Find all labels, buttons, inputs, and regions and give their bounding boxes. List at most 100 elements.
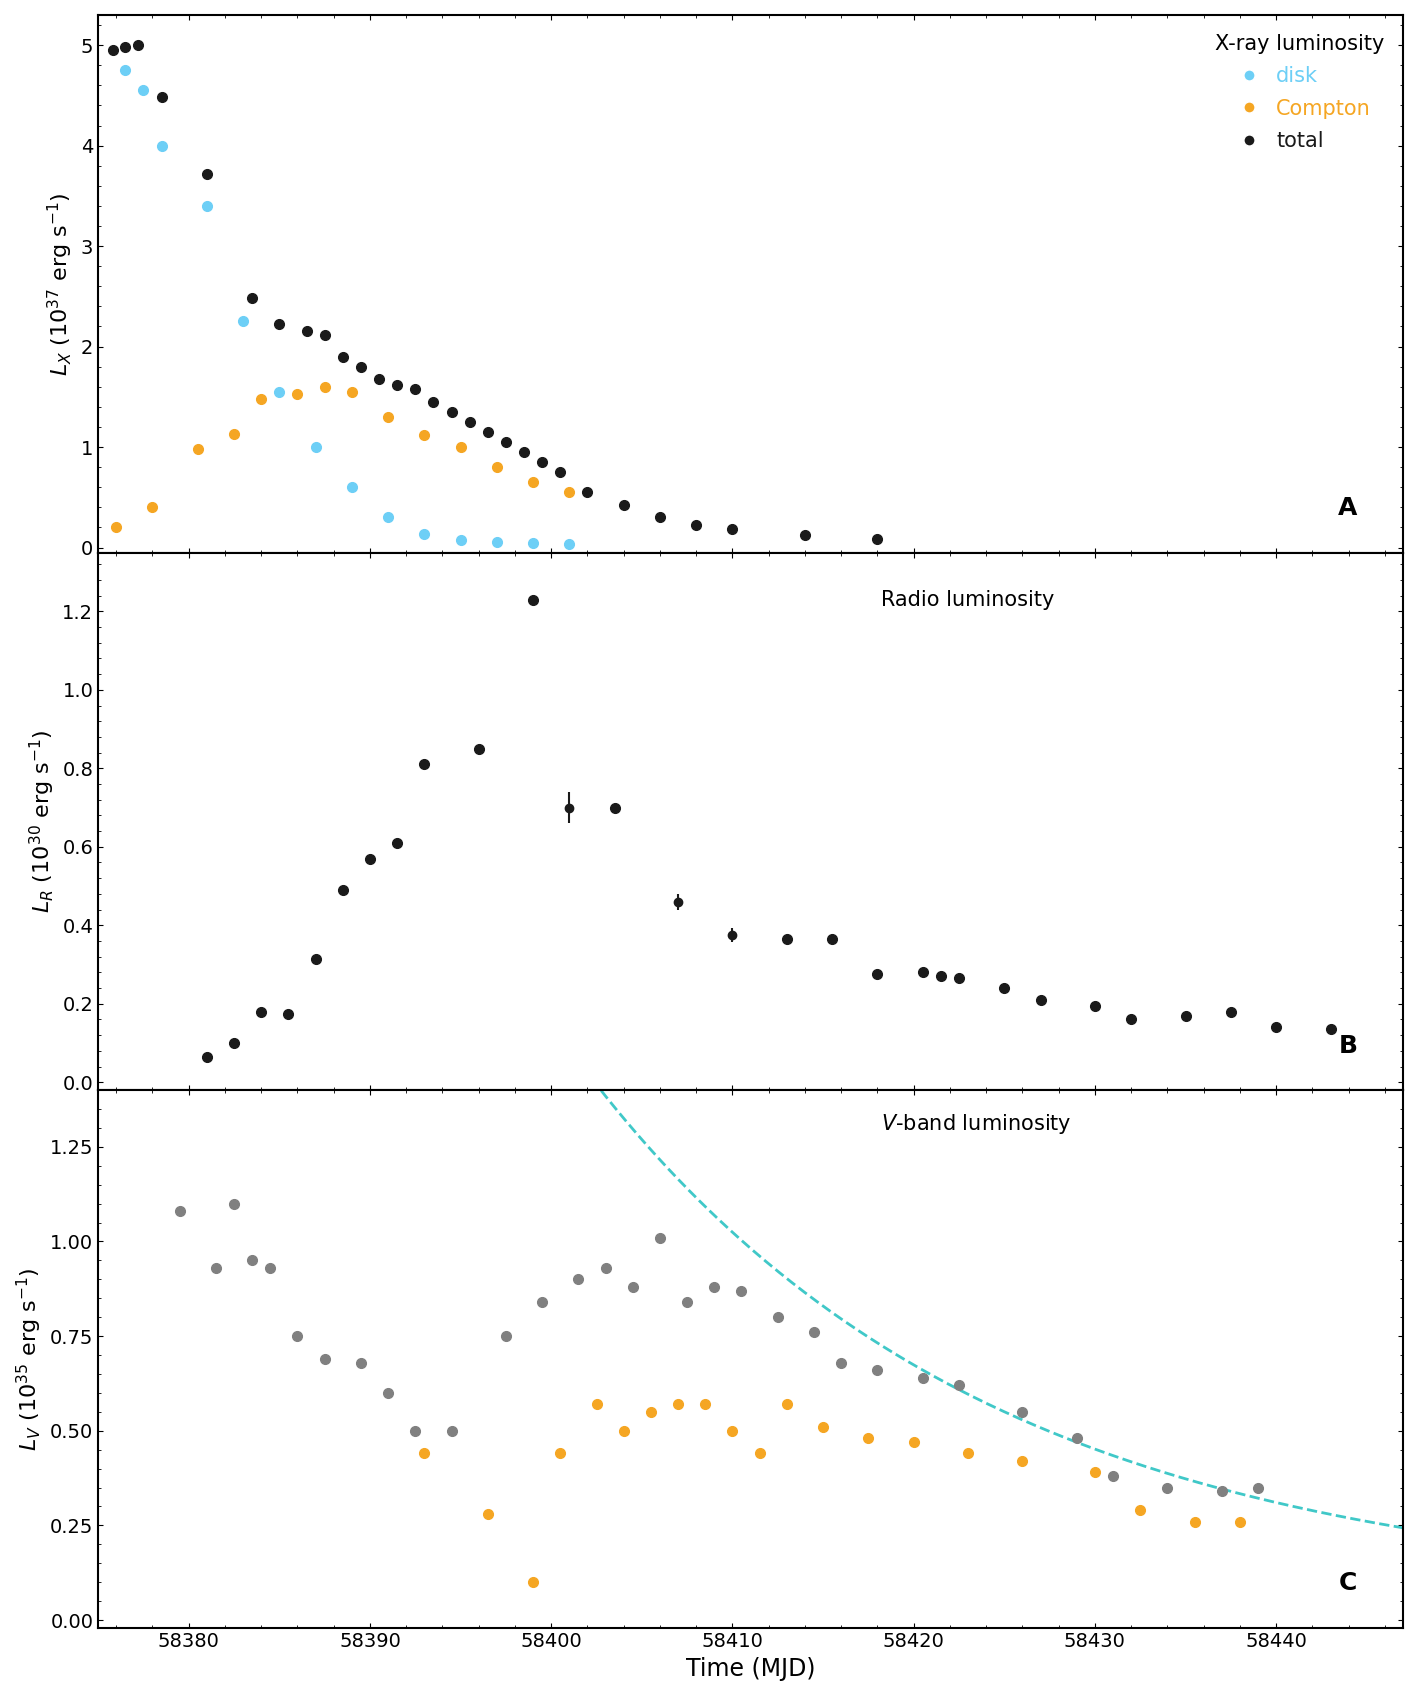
Point: [766, 1304, 788, 1331]
Point: [776, 926, 798, 953]
Point: [685, 512, 708, 539]
Point: [803, 1319, 825, 1347]
Point: [902, 1428, 925, 1455]
Text: A: A: [1339, 497, 1357, 521]
Point: [150, 132, 173, 159]
Point: [549, 1440, 571, 1467]
Point: [413, 751, 435, 778]
Point: [377, 1379, 400, 1406]
Point: [332, 343, 354, 370]
Point: [495, 1323, 518, 1350]
Point: [1265, 1014, 1288, 1041]
Point: [730, 1277, 753, 1304]
Point: [450, 527, 472, 555]
Point: [268, 310, 291, 338]
X-axis label: Time (MJD): Time (MJD): [686, 1657, 815, 1681]
Text: Radio luminosity: Radio luminosity: [881, 590, 1055, 611]
Point: [947, 965, 970, 992]
Point: [223, 1029, 245, 1057]
Point: [223, 421, 245, 448]
Point: [613, 492, 635, 519]
Point: [404, 1418, 427, 1445]
Point: [530, 1289, 553, 1316]
Point: [350, 1348, 373, 1375]
Point: [1083, 992, 1106, 1019]
Point: [101, 37, 123, 64]
Point: [440, 1418, 462, 1445]
Point: [223, 1191, 245, 1218]
Point: [1174, 1002, 1197, 1029]
Point: [495, 429, 518, 456]
Point: [305, 945, 328, 972]
Point: [513, 439, 536, 466]
Point: [594, 1255, 617, 1282]
Point: [305, 434, 328, 461]
Point: [866, 1357, 889, 1384]
Point: [722, 516, 744, 543]
Point: [196, 159, 218, 187]
Point: [313, 1345, 336, 1372]
Point: [377, 404, 400, 431]
Point: [286, 1323, 309, 1350]
Point: [648, 504, 671, 531]
Point: [340, 473, 363, 500]
Point: [522, 587, 545, 614]
Point: [241, 1247, 264, 1274]
Point: [648, 1225, 671, 1252]
Point: [1011, 1447, 1034, 1474]
Point: [947, 1372, 970, 1399]
Point: [250, 385, 272, 412]
Point: [1120, 1006, 1143, 1033]
Point: [126, 32, 149, 59]
Point: [912, 958, 934, 985]
Point: [522, 468, 545, 495]
Point: [485, 529, 508, 556]
Point: [794, 522, 817, 550]
Point: [1183, 1508, 1205, 1535]
Point: [113, 34, 136, 61]
Point: [196, 192, 218, 219]
Point: [113, 56, 136, 83]
Point: [277, 1001, 299, 1028]
Point: [912, 1364, 934, 1391]
Point: [413, 521, 435, 548]
Point: [377, 504, 400, 531]
Point: [340, 378, 363, 405]
Point: [1029, 987, 1052, 1014]
Point: [866, 526, 889, 553]
Point: [621, 1274, 644, 1301]
Point: [423, 388, 445, 416]
Point: [640, 1398, 662, 1425]
Point: [522, 1569, 545, 1596]
Point: [693, 1391, 716, 1418]
Point: [386, 829, 408, 856]
Point: [413, 421, 435, 448]
Y-axis label: $L_V$ (10$^{35}$ erg s$^{-1}$): $L_V$ (10$^{35}$ erg s$^{-1}$): [16, 1267, 44, 1450]
Point: [105, 514, 128, 541]
Point: [359, 845, 381, 872]
Point: [250, 997, 272, 1024]
Y-axis label: $L_R$ (10$^{30}$ erg s$^{-1}$): $L_R$ (10$^{30}$ erg s$^{-1}$): [27, 729, 57, 912]
Point: [132, 76, 155, 103]
Point: [286, 380, 309, 407]
Point: [576, 478, 598, 505]
Point: [204, 1255, 227, 1282]
Point: [350, 353, 373, 380]
Point: [150, 83, 173, 110]
Point: [676, 1289, 699, 1316]
Point: [613, 1418, 635, 1445]
Point: [404, 375, 427, 402]
Point: [468, 734, 491, 762]
Point: [749, 1440, 771, 1467]
Point: [1246, 1474, 1269, 1501]
Point: [295, 317, 318, 344]
Point: [259, 1255, 282, 1282]
Point: [386, 371, 408, 399]
Point: [476, 1501, 499, 1528]
Point: [169, 1197, 191, 1225]
Point: [1129, 1496, 1151, 1523]
Point: [1319, 1016, 1341, 1043]
Point: [142, 494, 164, 521]
Point: [485, 453, 508, 480]
Point: [367, 365, 390, 392]
